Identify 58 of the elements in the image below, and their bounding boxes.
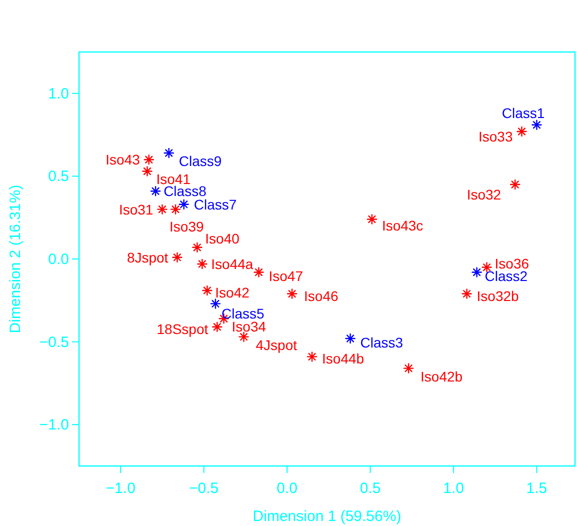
- y-axis-title: Dimension 2 (16.31%): [7, 184, 24, 334]
- point: [196, 258, 208, 270]
- x-tick-label: 0.5: [360, 480, 381, 497]
- y-tick-label: 1.0: [48, 85, 69, 102]
- point: [402, 362, 414, 374]
- annotation: Class1: [502, 104, 545, 121]
- x-tick-label: −0.5: [189, 480, 219, 497]
- x-tick-label: −1.0: [106, 480, 136, 497]
- point: [471, 266, 482, 278]
- point: [163, 147, 174, 159]
- point: [212, 321, 223, 332]
- point: [509, 178, 521, 190]
- point: [172, 252, 183, 263]
- annotation: 4Jspot: [256, 336, 298, 353]
- annotation: Iso44b: [322, 350, 364, 367]
- point: [344, 332, 356, 344]
- point: [366, 214, 378, 225]
- annotation: Iso43: [106, 152, 140, 168]
- x-tick-label: 1.5: [526, 480, 548, 497]
- annotation: Iso32: [466, 186, 502, 202]
- annotation: 8Jspot: [126, 249, 168, 266]
- point: [192, 242, 203, 254]
- y-tick-label: 0.5: [48, 168, 69, 186]
- annotation: Iso46: [304, 288, 339, 304]
- y-tick-label: −1.0: [39, 416, 69, 434]
- annotation: Iso31: [118, 201, 154, 218]
- point: [306, 351, 318, 362]
- annotation: Iso47: [268, 268, 304, 284]
- point: [178, 198, 190, 210]
- annotation: Iso43c: [382, 217, 424, 234]
- annotation: 18Sspot: [156, 320, 208, 337]
- annotation: Iso42b: [420, 368, 463, 384]
- point: [461, 288, 472, 300]
- point: [143, 154, 155, 166]
- point: [150, 186, 162, 197]
- point: [531, 119, 542, 130]
- point: [170, 204, 182, 215]
- point: [516, 126, 528, 138]
- annotation: Iso44a: [211, 256, 254, 272]
- point: [286, 288, 298, 300]
- annotation: Iso32b: [476, 288, 520, 304]
- y-tick-label: −0.5: [39, 334, 69, 351]
- annotation: Iso42: [215, 284, 250, 300]
- point: [210, 298, 222, 310]
- point: [238, 331, 250, 342]
- x-tick-label: 0.0: [276, 480, 298, 497]
- point: [253, 266, 264, 278]
- y-tick-label: 0.0: [48, 251, 69, 268]
- x-tick-label: 1.0: [443, 480, 464, 497]
- annotation: Iso40: [205, 230, 240, 246]
- annotation: Class3: [360, 334, 404, 350]
- annotation: Class9: [178, 153, 222, 170]
- point: [142, 166, 153, 177]
- x-axis-title: Dimension 1 (59.56%): [252, 508, 402, 525]
- annotation: Iso33: [478, 128, 513, 144]
- annotation: Iso39: [170, 218, 204, 234]
- point: [202, 284, 213, 296]
- point: [156, 204, 168, 215]
